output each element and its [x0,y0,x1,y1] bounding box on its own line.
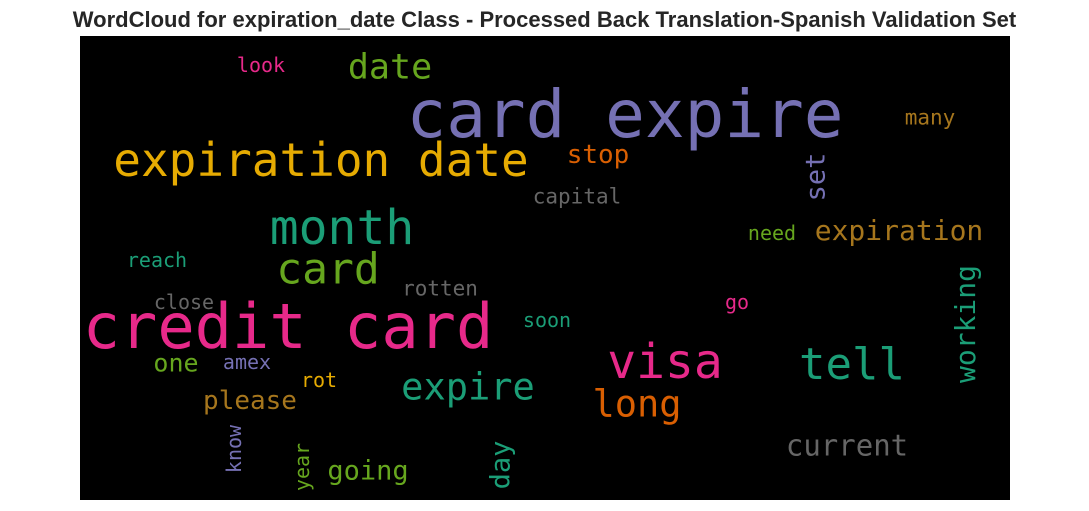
word-expiration-date: expiration date [113,133,529,187]
word-date: date [347,47,433,88]
word-day: day [485,440,517,490]
word-credit-card: credit card [82,290,494,363]
word-amex: amex [222,350,272,374]
word-tell: tell [799,339,905,390]
word-look: look [236,53,286,77]
word-current: current [785,428,909,463]
word-set: set [800,152,832,202]
word-expire: expire [401,365,535,409]
word-many: many [904,105,956,130]
word-please: please [203,386,297,416]
word-long: long [592,382,682,426]
word-capital: capital [532,184,622,209]
word-soon: soon [522,308,572,332]
figure-title: WordCloud for expiration_date Class - Pr… [72,7,1017,32]
word-year: year [290,442,314,492]
word-need: need [747,221,797,245]
word-card: card [276,244,380,295]
word-visa: visa [607,334,723,390]
word-cloud: card expire credit card expiration date … [80,36,1010,500]
word-reach: reach [126,248,188,272]
word-know: know [222,424,246,474]
word-one: one [153,348,199,378]
word-close: close [153,290,215,314]
word-rot: rot [300,368,338,392]
word-go: go [724,290,750,314]
word-going: going [327,455,409,487]
word-card-expire: card expire [406,76,844,153]
word-working: working [949,264,982,384]
word-rotten: rotten [402,276,478,301]
word-expiration: expiration [814,214,984,247]
word-month: month [269,200,415,256]
word-stop: stop [566,140,630,170]
